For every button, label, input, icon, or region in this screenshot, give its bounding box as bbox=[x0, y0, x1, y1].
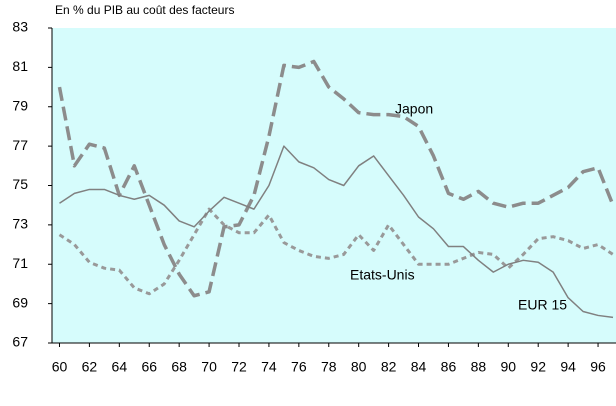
y-tick-label: 67 bbox=[12, 334, 28, 350]
x-tick-label: 88 bbox=[471, 359, 487, 375]
y-tick-label: 83 bbox=[12, 19, 28, 35]
x-tick-label: 84 bbox=[411, 359, 427, 375]
x-tick-label: 92 bbox=[530, 359, 546, 375]
x-tick-label: 68 bbox=[171, 359, 187, 375]
series-label: Etats-Unis bbox=[350, 267, 415, 283]
y-tick-label: 69 bbox=[12, 294, 28, 310]
y-tick-label: 75 bbox=[12, 176, 28, 192]
x-tick-label: 78 bbox=[321, 359, 337, 375]
x-tick-label: 96 bbox=[590, 359, 606, 375]
y-tick-label: 79 bbox=[12, 97, 28, 113]
x-tick-label: 90 bbox=[500, 359, 516, 375]
y-tick-label: 71 bbox=[12, 255, 28, 271]
x-tick-label: 94 bbox=[560, 359, 576, 375]
x-tick-label: 64 bbox=[112, 359, 128, 375]
series-label: Japon bbox=[395, 101, 433, 117]
series-label: EUR 15 bbox=[518, 297, 567, 313]
y-tick-label: 81 bbox=[12, 58, 28, 74]
series-line bbox=[58, 207, 614, 296]
x-tick-label: 76 bbox=[291, 359, 307, 375]
x-tick-label: 60 bbox=[52, 359, 68, 375]
y-tick-label: 77 bbox=[12, 137, 28, 153]
x-tick-label: 82 bbox=[381, 359, 397, 375]
x-tick-label: 74 bbox=[261, 359, 277, 375]
series-line bbox=[57, 59, 615, 298]
x-tick-label: 80 bbox=[351, 359, 367, 375]
x-tick-label: 62 bbox=[82, 359, 98, 375]
x-tick-label: 86 bbox=[441, 359, 457, 375]
x-tick-label: 70 bbox=[201, 359, 217, 375]
x-tick-label: 72 bbox=[231, 359, 247, 375]
plot-area bbox=[52, 28, 616, 343]
x-tick-label: 66 bbox=[141, 359, 157, 375]
series-line bbox=[59, 145, 614, 319]
chart-title: En % du PIB au coût des facteurs bbox=[55, 3, 234, 17]
y-tick-label: 73 bbox=[12, 216, 28, 232]
